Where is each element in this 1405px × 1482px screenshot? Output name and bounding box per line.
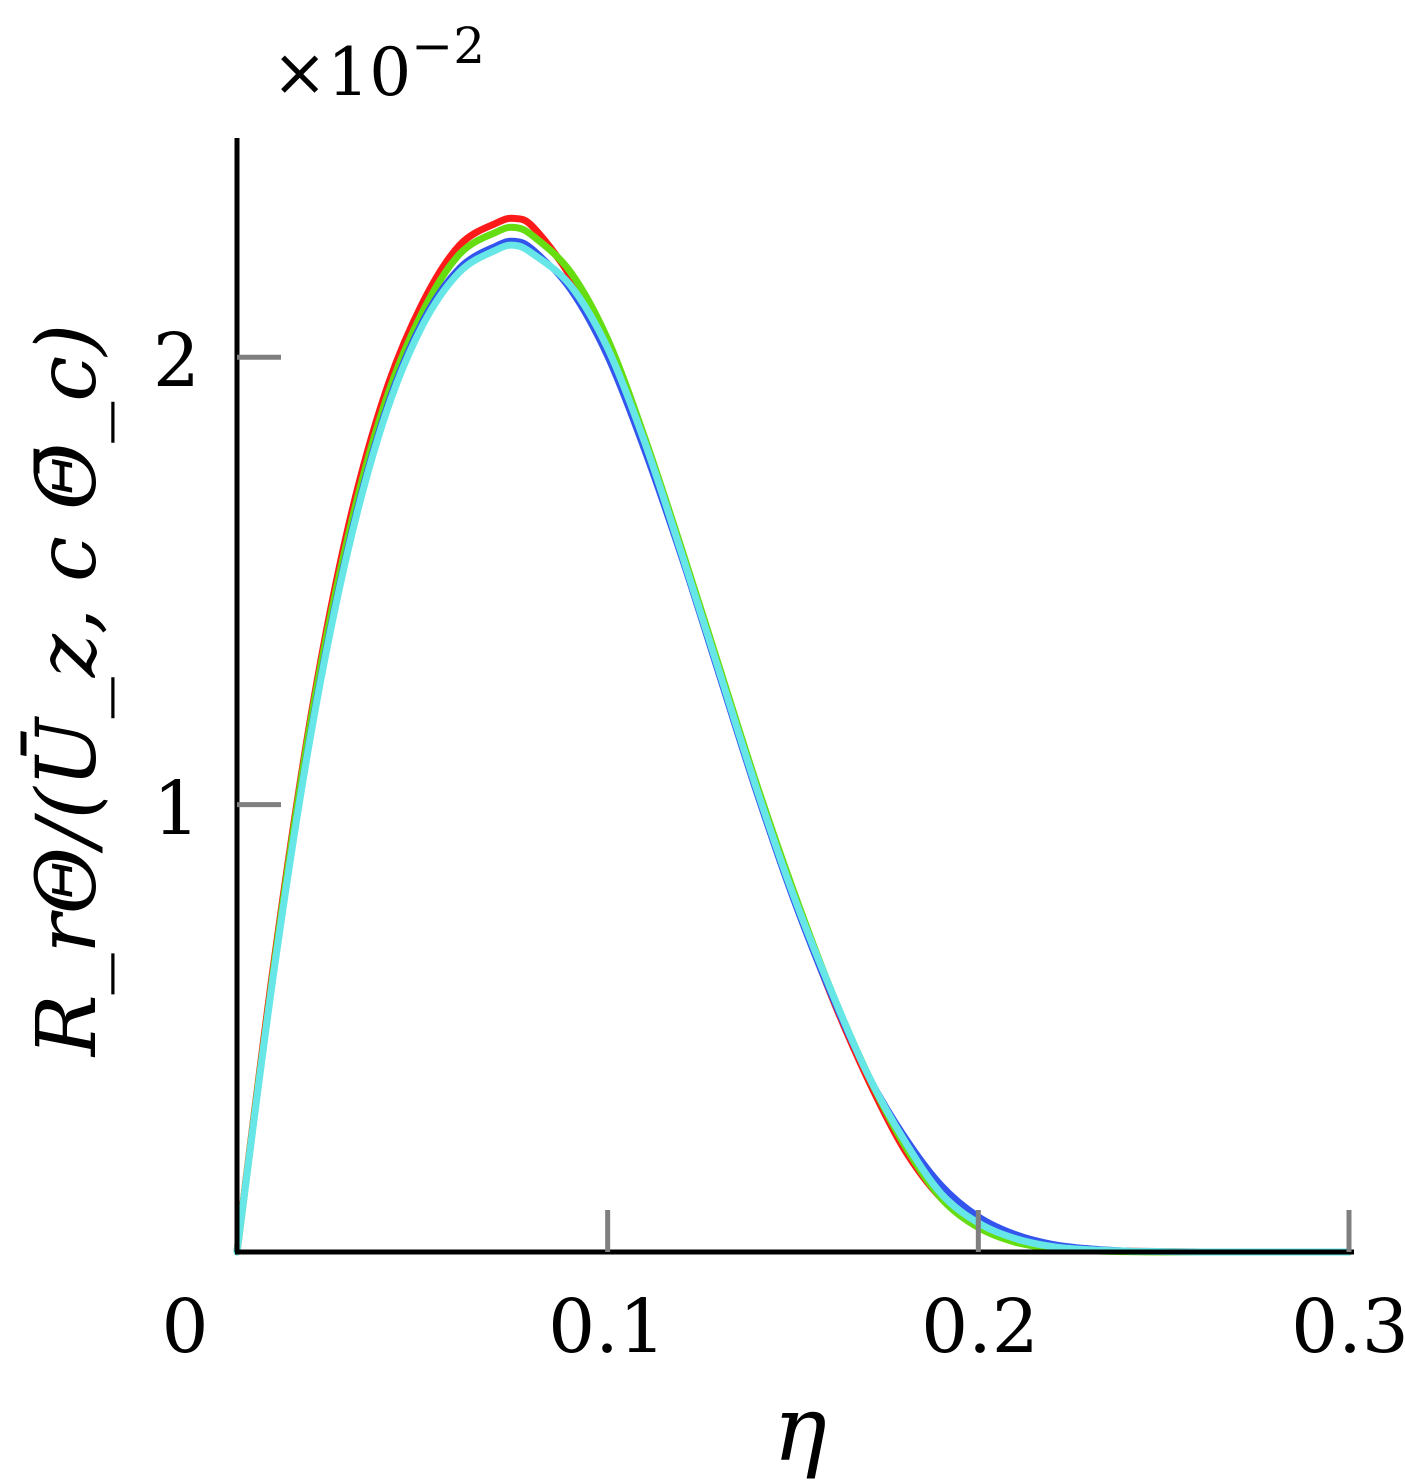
y-tick-label-1: 1 (153, 766, 200, 852)
series-line-4 (233, 241, 1353, 1256)
x-axis-label: η (773, 1377, 827, 1482)
series-line-2 (233, 223, 1353, 1256)
axes-layer (234, 138, 1354, 1255)
x-tick-label-0.3: 0.3 (1291, 1284, 1405, 1370)
series-layer (233, 214, 1353, 1256)
y-axis-label: R_rΘ/(Ū_z, c Θ̄_c) (20, 324, 115, 1058)
multiplier-base: ×10 (272, 34, 411, 111)
axis-multiplier: ×10−2 (272, 17, 485, 111)
multiplier-exponent: −2 (411, 17, 485, 75)
ticks-layer (237, 354, 1352, 1252)
series-line-3 (234, 237, 1352, 1256)
y-tick-label-2: 2 (153, 318, 200, 404)
x-tick-label-0: 0 (161, 1284, 208, 1370)
x-tick-label-0.2: 0.2 (921, 1284, 1039, 1370)
x-tick-label-0.1: 0.1 (548, 1284, 666, 1370)
labels-layer: 0 0.1 0.2 0.3 1 2 ×10−2 η R_rΘ/(Ū_z, c Θ… (20, 17, 1405, 1482)
